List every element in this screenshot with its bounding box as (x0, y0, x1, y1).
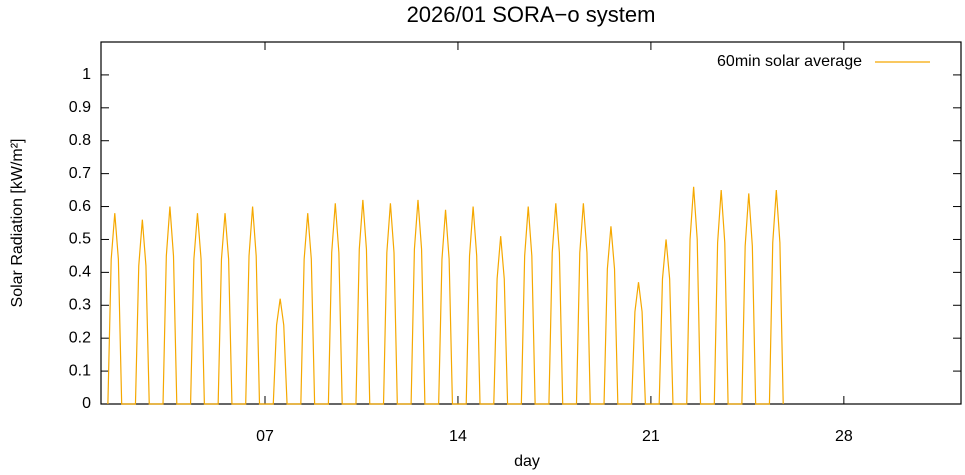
x-tick-label: 07 (256, 428, 274, 445)
plot-frame (100, 41, 962, 405)
y-tick-label: 0 (82, 395, 91, 412)
y-tick-label: 0.1 (69, 362, 91, 379)
y-tick-label: 0.3 (69, 296, 91, 313)
y-axis-label: Solar Radiation [kW/m²] (9, 139, 26, 308)
y-tick-label: 0.6 (69, 198, 91, 215)
x-tick-label: 28 (835, 428, 853, 445)
y-tick-label: 1 (82, 66, 91, 83)
x-axis-label: day (514, 453, 540, 470)
x-tick-label: 14 (449, 428, 467, 445)
y-tick-label: 0.9 (69, 99, 91, 116)
y-tick-label: 0.7 (69, 165, 91, 182)
legend-label: 60min solar average (717, 53, 862, 70)
x-tick-label: 21 (642, 428, 660, 445)
y-tick-label: 0.2 (69, 329, 91, 346)
y-tick-label: 0.8 (69, 132, 91, 149)
chart-title: 2026/01 SORA−o system (407, 2, 656, 27)
y-tick-label: 0.5 (69, 231, 91, 248)
series-line (107, 186, 784, 405)
y-tick-label: 0.4 (69, 264, 91, 281)
